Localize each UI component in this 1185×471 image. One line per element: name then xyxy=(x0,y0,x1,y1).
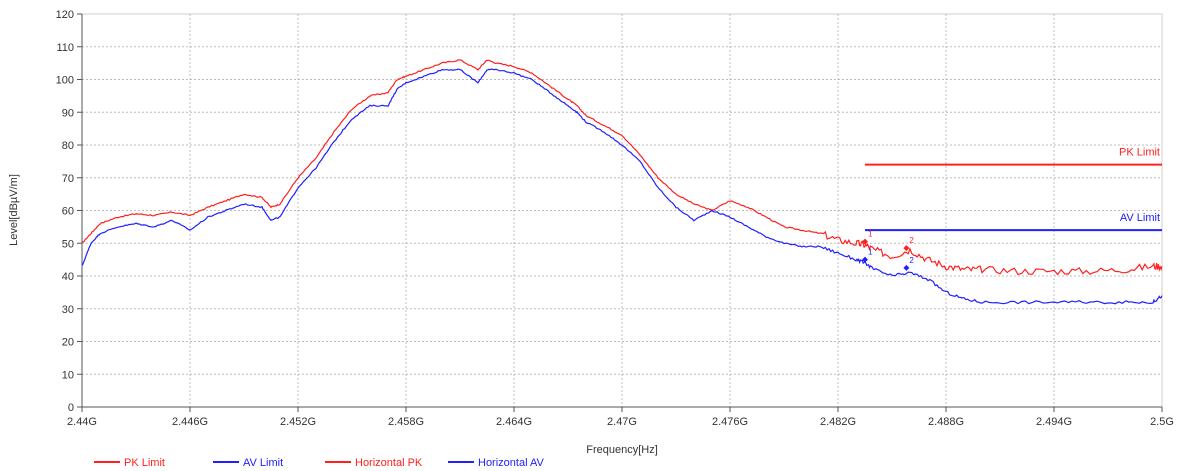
y-tick-label: 120 xyxy=(56,9,74,21)
x-tick-label: 2.44G xyxy=(67,416,97,428)
x-tick-labels: 2.44G 2.446G 2.452G 2.458G 2.464G 2.47G 2.476G… xyxy=(67,416,1174,428)
x-tick-label: 2.476G xyxy=(712,416,748,428)
y-tick-label: 40 xyxy=(62,271,74,283)
y-tick-label: 110 xyxy=(56,42,74,54)
y-tick-label: 100 xyxy=(56,75,74,87)
data-marker-label: 2 xyxy=(909,236,914,245)
x-tick-label: 2.446G xyxy=(172,416,208,428)
y-axis-label: Level[dBµV/m] xyxy=(8,174,20,246)
x-axis-label: Frequency[Hz] xyxy=(586,444,658,456)
series-line xyxy=(81,68,1163,305)
data-marker xyxy=(903,264,910,271)
y-tick-label: 70 xyxy=(62,173,74,185)
x-tick-label: 2.5G xyxy=(1150,416,1174,428)
y-tick-label: 90 xyxy=(62,107,74,119)
y-tick-label: 30 xyxy=(62,304,74,316)
y-tick-label: 0 xyxy=(68,402,74,414)
x-tick-label: 2.452G xyxy=(280,416,316,428)
legend-label: Horizontal PK xyxy=(355,457,423,469)
legend-label: Horizontal AV xyxy=(478,457,544,469)
x-tick-label: 2.482G xyxy=(820,416,856,428)
data-markers: 1 2 1 2 xyxy=(862,230,914,271)
y-tick-label: 20 xyxy=(62,337,74,349)
data-marker-label: 2 xyxy=(909,256,914,265)
data-marker xyxy=(862,238,868,245)
series-line xyxy=(81,59,1163,276)
grid-lines xyxy=(82,14,1162,407)
axes xyxy=(77,13,1163,412)
legend-label: PK Limit xyxy=(124,457,165,469)
limit-line-label: PK Limit xyxy=(1119,147,1160,159)
x-tick-label: 2.488G xyxy=(928,416,964,428)
y-tick-labels: 0 10 20 30 40 50 60 70 80 90 100 110 120 xyxy=(56,9,74,414)
x-tick-label: 2.458G xyxy=(388,416,424,428)
x-tick-label: 2.494G xyxy=(1036,416,1072,428)
data-marker-label: 1 xyxy=(868,230,873,239)
legend-label: AV Limit xyxy=(243,457,283,469)
y-tick-label: 60 xyxy=(62,206,74,218)
y-tick-label: 80 xyxy=(62,140,74,152)
legend: PK Limit AV Limit Horizontal PK Horizontal … xyxy=(94,457,544,469)
y-tick-label: 50 xyxy=(62,238,74,250)
y-tick-label: 10 xyxy=(62,369,74,381)
limit-line-label: AV Limit xyxy=(1120,212,1160,224)
data-marker xyxy=(903,245,910,252)
x-tick-label: 2.464G xyxy=(496,416,532,428)
data-series xyxy=(81,59,1163,305)
limit-lines: PK Limit AV Limit xyxy=(865,147,1162,232)
data-marker xyxy=(862,256,868,263)
data-marker-label: 1 xyxy=(868,248,873,257)
x-tick-label: 2.47G xyxy=(607,416,637,428)
